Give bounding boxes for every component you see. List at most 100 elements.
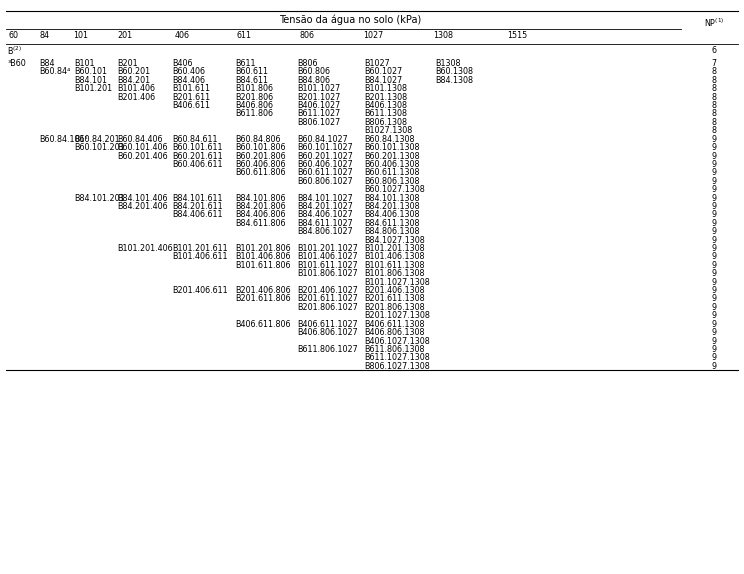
Text: B60.84.1308: B60.84.1308	[365, 135, 415, 144]
Text: B101.611.806: B101.611.806	[235, 261, 291, 270]
Text: B406.611.1308: B406.611.1308	[365, 320, 425, 329]
Text: B84.806: B84.806	[298, 76, 330, 85]
Text: B84.806.1027: B84.806.1027	[298, 227, 353, 236]
Text: B60.101.1027: B60.101.1027	[298, 143, 353, 152]
Text: B60.84.806: B60.84.806	[235, 135, 280, 144]
Text: B60.406.1308: B60.406.1308	[365, 160, 420, 169]
Text: B60.1027.1308: B60.1027.1308	[365, 185, 426, 194]
Text: B101.806: B101.806	[235, 84, 273, 93]
Text: 9: 9	[712, 303, 716, 312]
Text: B84.201.406: B84.201.406	[118, 202, 168, 211]
Text: 9: 9	[712, 320, 716, 329]
Text: 9: 9	[712, 143, 716, 152]
Text: 60: 60	[8, 31, 19, 40]
Text: B806.1027: B806.1027	[298, 118, 341, 127]
Text: B$^{(2)}$: B$^{(2)}$	[7, 44, 22, 57]
Text: B806.1308: B806.1308	[365, 118, 408, 127]
Text: 101: 101	[73, 31, 88, 40]
Text: B101.201.1027: B101.201.1027	[298, 244, 359, 253]
Text: B201.406.806: B201.406.806	[235, 286, 291, 295]
Text: 9: 9	[712, 286, 716, 295]
Text: B60.201.406: B60.201.406	[118, 152, 168, 161]
Text: B611.806.1027: B611.806.1027	[298, 345, 359, 354]
Text: B60.84.201: B60.84.201	[74, 135, 120, 144]
Text: 9: 9	[712, 235, 716, 245]
Text: B60.201: B60.201	[118, 67, 151, 76]
Text: 1308: 1308	[434, 31, 453, 40]
Text: 9: 9	[712, 278, 716, 286]
Text: 9: 9	[712, 227, 716, 236]
Text: B84.611: B84.611	[235, 76, 268, 85]
Text: B201.611.1308: B201.611.1308	[365, 294, 425, 304]
Text: 9: 9	[712, 336, 716, 346]
Text: B84.101.611: B84.101.611	[173, 193, 223, 203]
Text: 9: 9	[712, 244, 716, 253]
Text: B406: B406	[173, 59, 193, 68]
Text: 9: 9	[712, 345, 716, 354]
Text: B101.611: B101.611	[173, 84, 211, 93]
Text: B60.611.1027: B60.611.1027	[298, 168, 353, 177]
Text: B201.406: B201.406	[118, 92, 155, 102]
Text: B406.1027: B406.1027	[298, 101, 341, 110]
Text: B101: B101	[74, 59, 95, 68]
Text: 9: 9	[712, 168, 716, 177]
Text: B201.1027.1308: B201.1027.1308	[365, 311, 431, 320]
Text: B611.1027: B611.1027	[298, 110, 341, 118]
Text: B60.101.611: B60.101.611	[173, 143, 223, 152]
Text: B201.611: B201.611	[173, 92, 211, 102]
Text: B406.611.806: B406.611.806	[235, 320, 291, 329]
Text: B60.201.1027: B60.201.1027	[298, 152, 353, 161]
Text: B84.101.1027: B84.101.1027	[298, 193, 353, 203]
Text: 9: 9	[712, 152, 716, 161]
Text: B60.806: B60.806	[298, 67, 330, 76]
Text: B84.611.1027: B84.611.1027	[298, 219, 353, 228]
Text: B201.806.1027: B201.806.1027	[298, 303, 359, 312]
Text: 9: 9	[712, 294, 716, 304]
Text: B201.1308: B201.1308	[365, 92, 408, 102]
Text: B101.406.611: B101.406.611	[173, 253, 228, 261]
Text: B101.406.1027: B101.406.1027	[298, 253, 359, 261]
Text: B84.406.1308: B84.406.1308	[365, 211, 420, 219]
Text: B806.1027.1308: B806.1027.1308	[365, 362, 430, 371]
Text: B201.611.1027: B201.611.1027	[298, 294, 359, 304]
Text: 806: 806	[299, 31, 314, 40]
Text: B406.806.1027: B406.806.1027	[298, 328, 359, 337]
Text: B84.1027: B84.1027	[365, 76, 403, 85]
Text: B60.101.1308: B60.101.1308	[365, 143, 420, 152]
Text: 1027: 1027	[363, 31, 384, 40]
Text: 84: 84	[39, 31, 50, 40]
Text: B60.84.101⁵: B60.84.101⁵	[39, 135, 88, 144]
Text: B101.1027.1308: B101.1027.1308	[365, 278, 430, 286]
Text: B60.84.406: B60.84.406	[118, 135, 163, 144]
Text: B201.406.1027: B201.406.1027	[298, 286, 359, 295]
Text: 406: 406	[175, 31, 190, 40]
Text: B611.1027.1308: B611.1027.1308	[365, 354, 430, 362]
Text: 201: 201	[118, 31, 132, 40]
Text: B84.101.406: B84.101.406	[118, 193, 168, 203]
Text: 9: 9	[712, 311, 716, 320]
Text: B201.806: B201.806	[235, 92, 273, 102]
Text: 8: 8	[712, 118, 716, 127]
Text: B60.201.806: B60.201.806	[235, 152, 286, 161]
Text: 8: 8	[712, 126, 716, 135]
Text: 8: 8	[712, 76, 716, 85]
Text: B1027.1308: B1027.1308	[365, 126, 413, 135]
Text: 8: 8	[712, 101, 716, 110]
Text: B101.201.406: B101.201.406	[118, 244, 173, 253]
Text: B60.611.806: B60.611.806	[235, 168, 286, 177]
Text: B201.406.1308: B201.406.1308	[365, 286, 425, 295]
Text: B84.201.1308: B84.201.1308	[365, 202, 420, 211]
Text: B60.611.1308: B60.611.1308	[365, 168, 420, 177]
Text: B101.201.1308: B101.201.1308	[365, 244, 425, 253]
Text: 1515: 1515	[507, 31, 527, 40]
Text: B406.1308: B406.1308	[365, 101, 408, 110]
Text: B101.406: B101.406	[118, 84, 155, 93]
Text: B406.806: B406.806	[235, 101, 273, 110]
Text: 7: 7	[712, 59, 716, 68]
Text: 9: 9	[712, 177, 716, 186]
Text: B101.806.1027: B101.806.1027	[298, 269, 359, 278]
Text: B611.806: B611.806	[235, 110, 273, 118]
Text: B60.84⁴: B60.84⁴	[39, 67, 71, 76]
Text: B60.84.1027: B60.84.1027	[298, 135, 348, 144]
Text: B84.101.806: B84.101.806	[235, 193, 286, 203]
